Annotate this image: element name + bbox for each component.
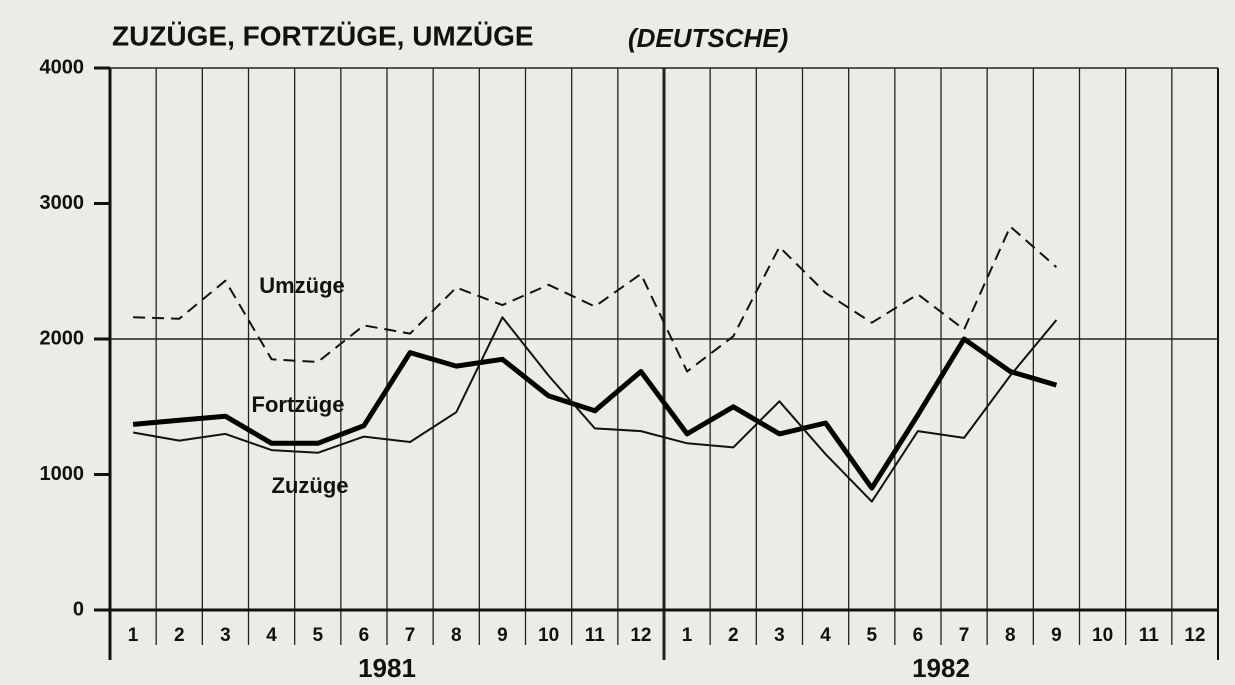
x-tick-label: 8 [451, 625, 462, 646]
x-tick-label: 10 [538, 625, 559, 646]
x-tick-label: 1 [682, 625, 693, 646]
x-tick-label: 12 [1184, 625, 1205, 646]
x-tick-label: 3 [774, 625, 785, 646]
x-tick-label: 7 [405, 625, 416, 646]
x-tick-label: 7 [959, 625, 970, 646]
series-line [132, 316, 1058, 503]
x-tick-label: 2 [174, 625, 185, 646]
series-line [132, 336, 1058, 491]
x-tick-label: 9 [497, 625, 508, 646]
year-label: 1981 [358, 653, 416, 683]
x-tick-label: 2 [728, 625, 739, 646]
series-line [133, 225, 1058, 373]
x-tick-label: 5 [866, 625, 877, 646]
x-tick-label: 1 [128, 625, 139, 646]
x-tick-label: 6 [359, 625, 370, 646]
chart-title: ZUZÜGE, FORTZÜGE, UMZÜGE [112, 20, 534, 51]
series-label: Zuzüge [272, 473, 349, 498]
x-tick-label: 11 [1139, 625, 1160, 646]
x-tick-label: 4 [820, 625, 831, 646]
chart-subtitle: (DEUTSCHE) [628, 23, 788, 53]
x-tick-label: 8 [1005, 625, 1016, 646]
x-tick-label: 6 [913, 625, 924, 646]
x-tick-label: 4 [266, 625, 277, 646]
x-tick-label: 5 [312, 625, 323, 646]
y-tick-label: 4000 [40, 56, 85, 78]
x-tick-label: 12 [630, 625, 651, 646]
series-label: Umzüge [259, 273, 345, 298]
x-tick-label: 3 [220, 625, 231, 646]
y-tick-label: 2000 [40, 327, 85, 349]
y-tick-label: 3000 [40, 192, 85, 214]
series-label: Fortzüge [252, 392, 345, 417]
y-tick-label: 0 [73, 598, 84, 620]
x-tick-label: 11 [585, 625, 606, 646]
x-tick-label: 9 [1051, 625, 1062, 646]
y-tick-label: 1000 [40, 463, 85, 485]
year-label: 1982 [912, 653, 970, 683]
x-tick-label: 10 [1092, 625, 1113, 646]
